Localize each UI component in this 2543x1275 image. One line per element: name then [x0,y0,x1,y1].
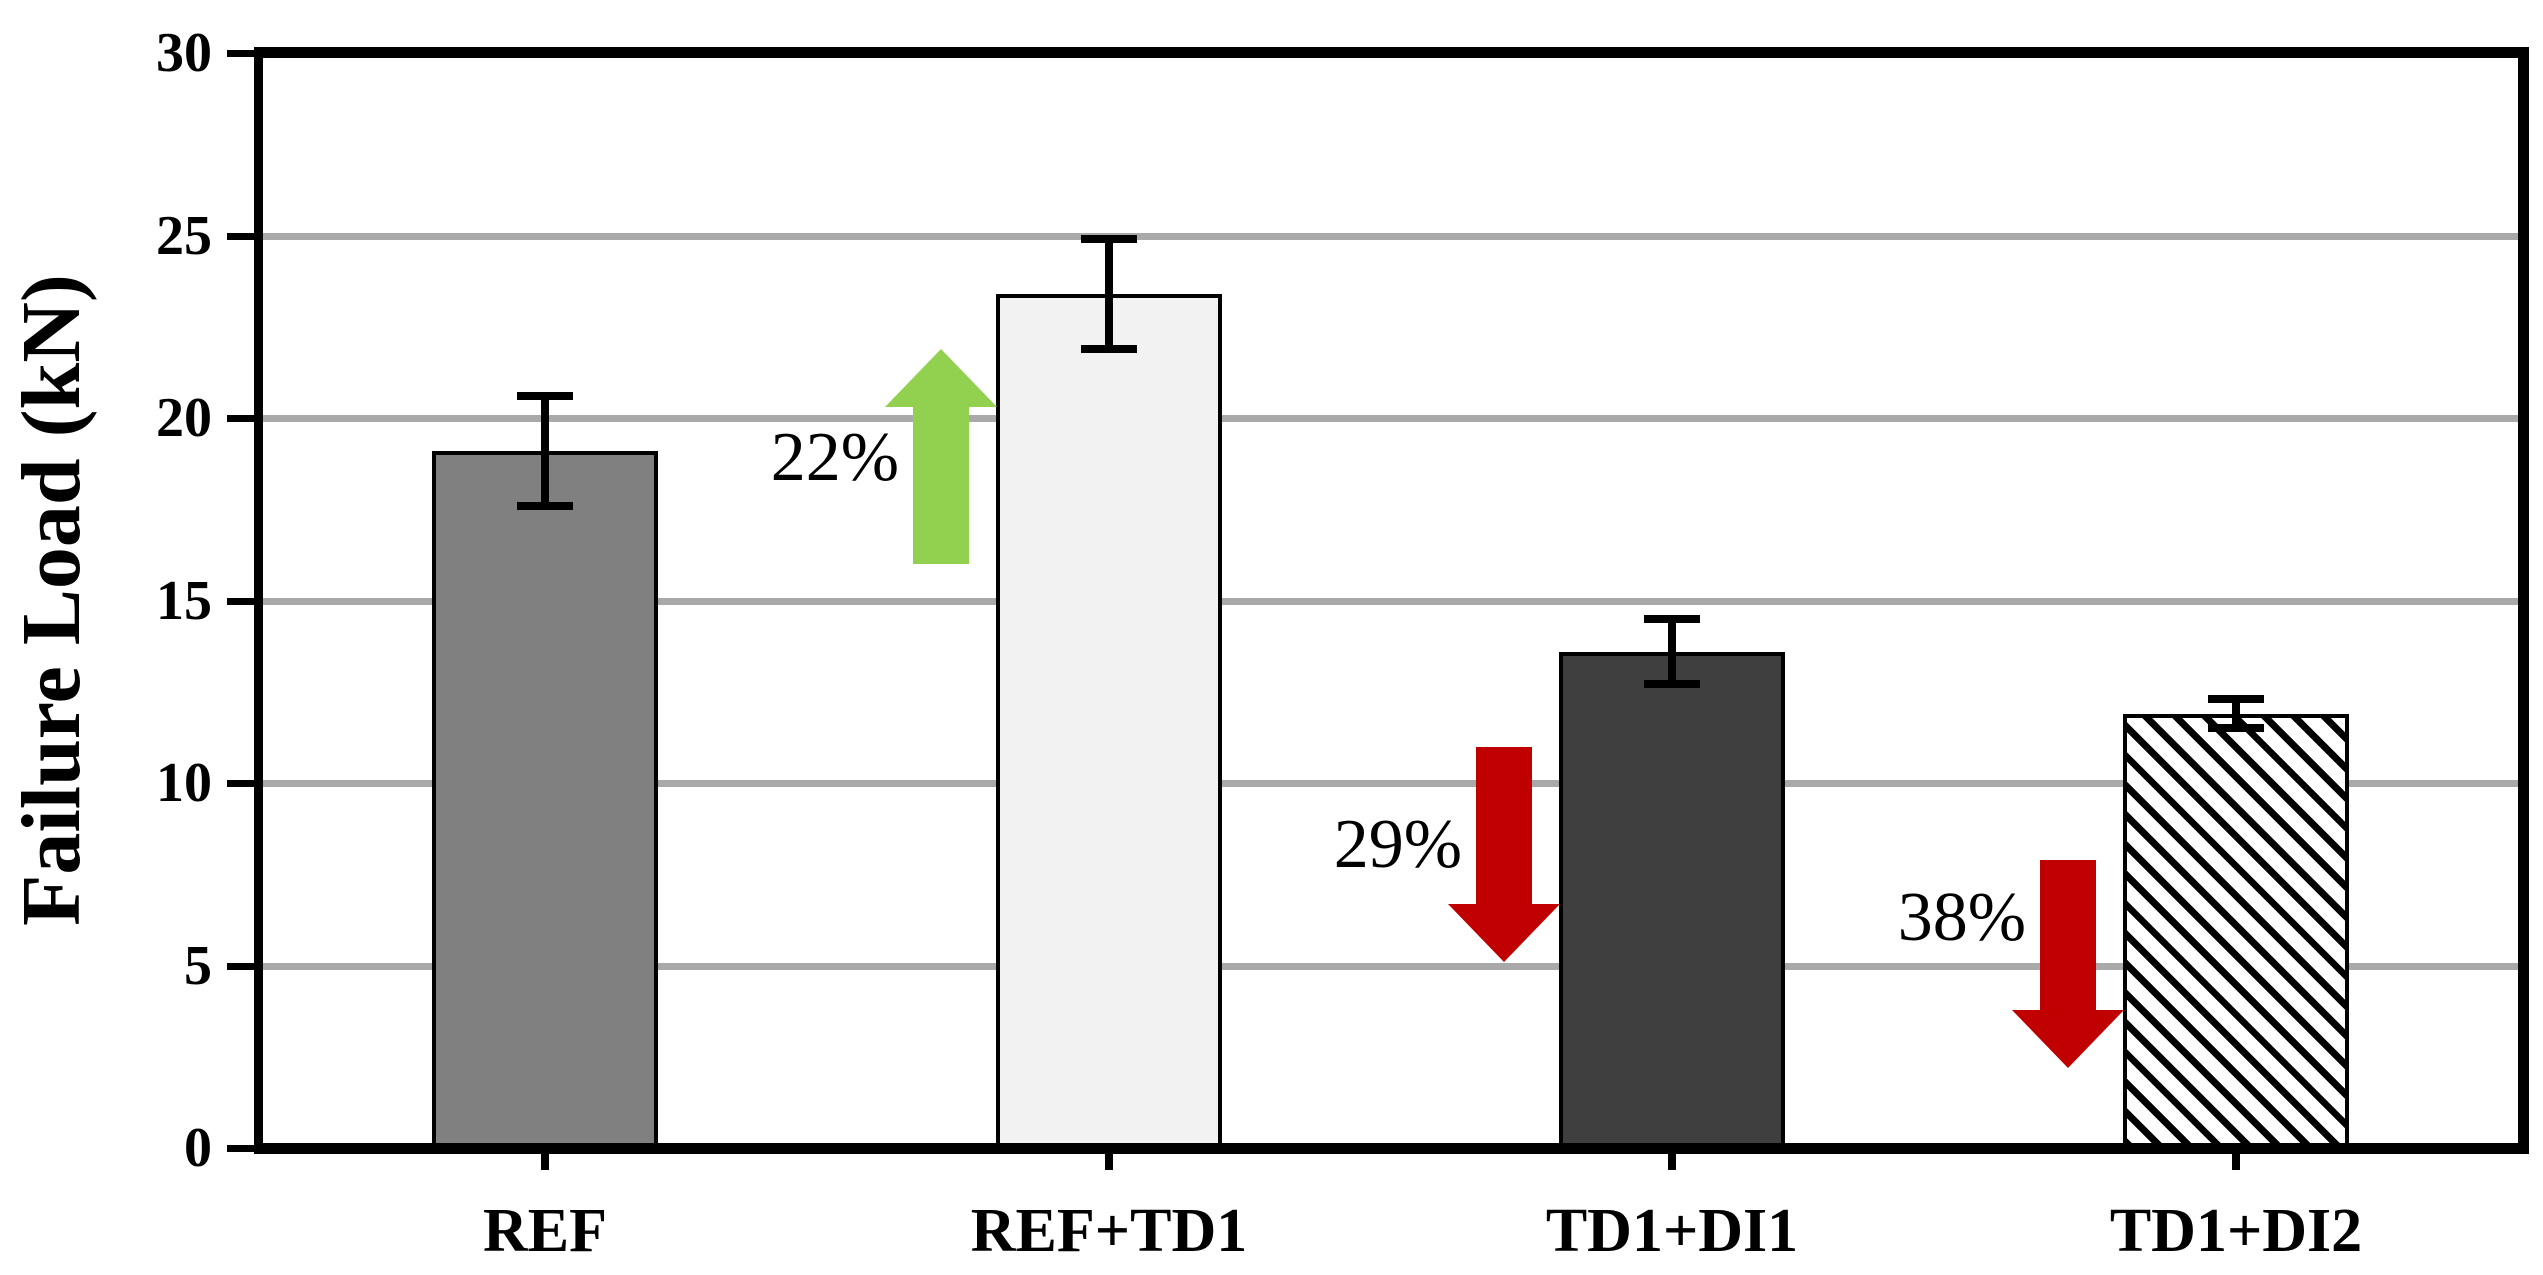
error-bar-top-cap [2208,695,2264,703]
gridline [263,963,2518,970]
error-bar-bottom-cap [2208,724,2264,732]
y-tick [227,1145,254,1152]
gridline [263,415,2518,422]
y-tick-label: 5 [184,935,212,997]
error-bar [1105,239,1113,349]
y-tick-label: 30 [156,22,212,84]
error-bar-top-cap [517,392,573,400]
error-bar [541,396,549,506]
annotation-label: 29% [1333,806,1462,883]
x-tick [1105,1154,1113,1170]
y-tick-label: 15 [156,570,212,632]
error-bar-top-cap [1081,235,1137,243]
axis-right-border [2518,47,2529,1154]
y-tick [227,415,254,422]
error-bar [2232,699,2240,728]
error-bar-bottom-cap [1081,345,1137,353]
y-tick [227,50,254,57]
y-tick [227,780,254,787]
y-tick [227,598,254,605]
x-tick [541,1154,549,1170]
y-tick [227,233,254,240]
x-axis-label: REF [483,1197,607,1265]
gridline [263,598,2518,605]
x-axis-label: TD1+DI1 [1545,1197,1799,1265]
x-tick [2232,1154,2240,1170]
decrease-arrow [2012,860,2124,1068]
error-bar-top-cap [1644,615,1700,623]
y-tick-label: 25 [156,205,212,267]
y-tick [227,963,254,970]
error-bar-bottom-cap [517,502,573,510]
x-axis-label: REF+TD1 [970,1197,1248,1265]
gridline [263,233,2518,240]
increase-arrow [885,349,997,564]
axis-top-border [254,47,2529,58]
decrease-arrow [1448,747,1560,962]
annotation-label: 22% [770,419,899,496]
annotation-label: 38% [1897,879,2026,956]
x-tick [1668,1154,1676,1170]
bar-REF [432,451,658,1152]
y-tick-label: 20 [156,387,212,449]
x-axis-label: TD1+DI2 [2109,1197,2363,1265]
bar-TD1+DI1 [1559,652,1785,1152]
axis-x [254,1143,2529,1154]
y-tick-label: 10 [156,752,212,814]
error-bar [1668,619,1676,684]
error-bar-bottom-cap [1644,680,1700,688]
gridline [263,780,2518,787]
y-tick-label: 0 [184,1117,212,1179]
axis-y [254,47,263,1154]
